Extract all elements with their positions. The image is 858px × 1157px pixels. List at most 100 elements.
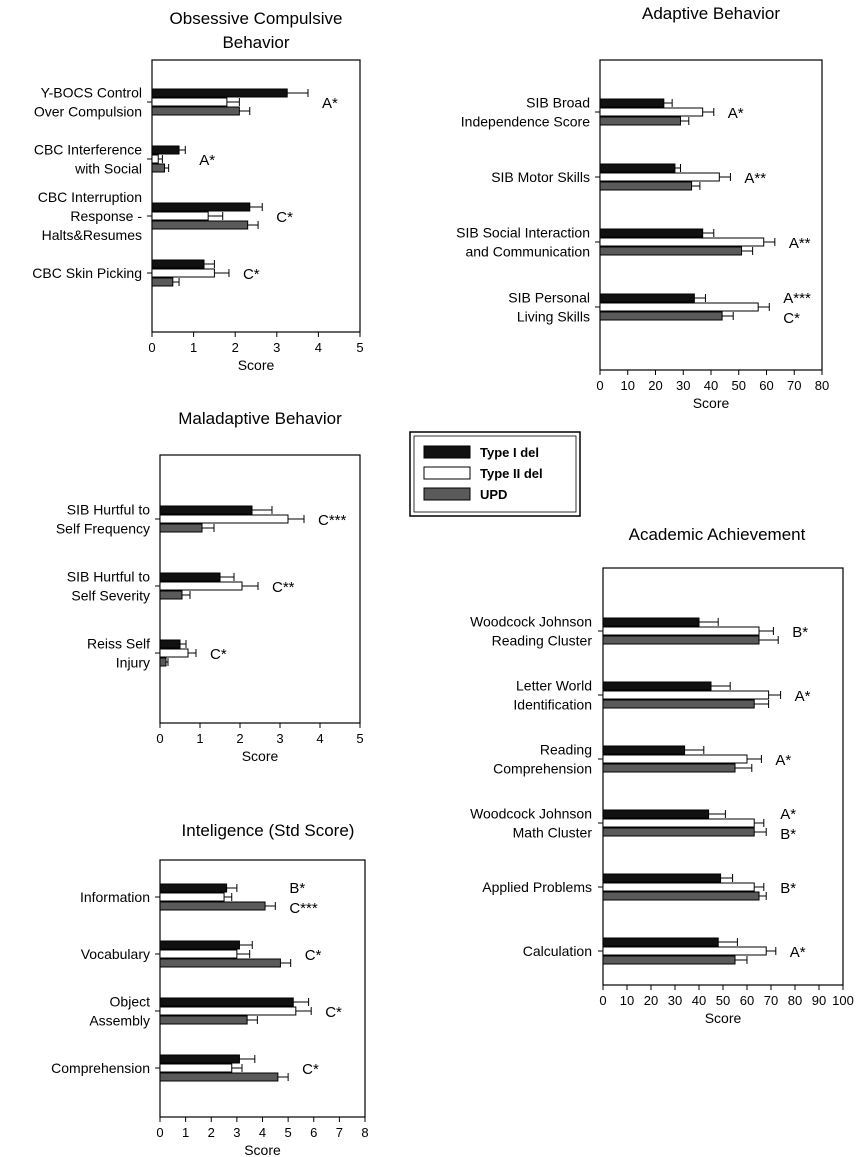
- category-label: SIB Broad: [526, 95, 590, 111]
- legend-label-type-ii: Type II del: [480, 466, 543, 481]
- x-tick-label: 10: [621, 378, 635, 393]
- category-label: SIB Social Interaction: [456, 225, 590, 241]
- bar-type-ii: [151, 97, 228, 107]
- category-label: Reiss Self: [87, 636, 150, 652]
- bar-type-ii: [599, 172, 720, 182]
- bar-upd: [159, 958, 281, 968]
- x-axis-label: Score: [242, 748, 279, 764]
- category-label: and Communication: [465, 244, 590, 260]
- x-tick-label: 20: [644, 993, 658, 1008]
- x-axis-label: Score: [693, 395, 730, 411]
- bar-upd: [602, 763, 736, 773]
- category-label: Y-BOCS Control: [41, 85, 142, 101]
- category-label: Identification: [513, 697, 592, 713]
- bar-type-i: [159, 883, 228, 893]
- category-label: SIB Hurtful to: [67, 569, 150, 585]
- category-label: CBC Interference: [34, 142, 142, 158]
- chart-title: Obsessive Compulsive: [170, 9, 343, 28]
- legend-swatch-type-ii: [423, 466, 471, 480]
- bar-upd: [159, 1072, 279, 1082]
- x-tick-label: 0: [156, 1125, 163, 1140]
- bar-upd: [602, 891, 760, 901]
- x-tick-label: 3: [233, 1125, 240, 1140]
- significance-marker: B*: [792, 624, 808, 641]
- x-tick-label: 90: [812, 993, 826, 1008]
- bar-type-ii: [159, 514, 289, 524]
- bar-type-i: [602, 809, 710, 819]
- significance-marker: A*: [780, 806, 796, 823]
- x-axis-label: Score: [244, 1142, 281, 1157]
- category-label: CBC Interruption: [38, 189, 142, 205]
- x-tick-label: 7: [336, 1125, 343, 1140]
- x-tick-label: 5: [285, 1125, 292, 1140]
- significance-marker: C*: [210, 646, 227, 663]
- x-tick-label: 5: [356, 731, 363, 746]
- category-label: Injury: [116, 655, 150, 671]
- significance-marker: A*: [728, 105, 744, 122]
- significance-marker: A*: [199, 152, 215, 169]
- category-label: Reading Cluster: [492, 633, 593, 649]
- bar-upd: [151, 220, 249, 230]
- x-tick-label: 1: [182, 1125, 189, 1140]
- significance-marker: C*: [302, 1061, 319, 1078]
- bar-type-ii: [159, 1006, 297, 1016]
- x-tick-label: 100: [832, 993, 854, 1008]
- x-tick-label: 50: [732, 378, 746, 393]
- category-label: Woodcock Johnson: [470, 614, 592, 630]
- x-tick-label: 70: [787, 378, 801, 393]
- bar-upd: [151, 163, 165, 173]
- x-tick-label: 6: [310, 1125, 317, 1140]
- category-label: Vocabulary: [81, 946, 150, 962]
- category-label: SIB Hurtful to: [67, 502, 150, 518]
- bar-type-i: [602, 873, 722, 883]
- category-label: SIB Motor Skills: [491, 169, 590, 185]
- bar-upd: [159, 901, 266, 911]
- bar-type-i: [159, 940, 240, 950]
- bar-type-ii: [159, 1063, 233, 1073]
- significance-marker: C*: [243, 266, 260, 283]
- x-tick-label: 4: [259, 1125, 266, 1140]
- bar-type-i: [151, 202, 251, 212]
- x-tick-label: 4: [316, 731, 323, 746]
- significance-marker: A**: [789, 235, 811, 252]
- x-tick-label: 0: [148, 340, 155, 355]
- bar-upd: [599, 246, 743, 256]
- category-label: Comprehension: [51, 1060, 150, 1076]
- bar-type-ii: [151, 154, 159, 164]
- category-label: Living Skills: [517, 309, 590, 325]
- category-label: SIB Personal: [508, 290, 590, 306]
- bar-type-ii: [602, 690, 770, 700]
- category-label: CBC Skin Picking: [32, 265, 142, 281]
- legend-label-upd: UPD: [480, 487, 507, 502]
- category-label: Applied Problems: [482, 879, 592, 895]
- bar-type-ii: [151, 268, 215, 278]
- category-label: Calculation: [523, 943, 592, 959]
- x-tick-label: 5: [356, 340, 363, 355]
- significance-marker: C*: [276, 209, 293, 226]
- category-label: with Social: [74, 161, 142, 177]
- significance-marker: C*: [783, 310, 800, 327]
- category-label: Woodcock Johnson: [470, 806, 592, 822]
- chart-title: Behavior: [222, 33, 289, 52]
- x-tick-label: 70: [764, 993, 778, 1008]
- significance-marker: C**: [272, 579, 295, 596]
- category-label: Information: [80, 889, 150, 905]
- significance-marker: A*: [795, 688, 811, 705]
- category-label: Comprehension: [493, 761, 592, 777]
- chart-title: Maladaptive Behavior: [178, 409, 342, 428]
- bar-type-i: [151, 259, 205, 269]
- x-tick-label: 60: [740, 993, 754, 1008]
- bar-type-i: [151, 88, 288, 98]
- x-tick-label: 30: [676, 378, 690, 393]
- legend-inner-frame: [413, 435, 577, 513]
- x-tick-label: 1: [196, 731, 203, 746]
- bar-type-ii: [602, 818, 755, 828]
- chart-obsessive-compulsive-behavior: Obsessive Compulsive Behavior 0 1 2 3 4 5 Score Y…: [32, 9, 363, 373]
- category-label: Response -: [70, 208, 142, 224]
- significance-marker: B*: [289, 880, 305, 897]
- x-axis-label: Score: [238, 357, 275, 373]
- bar-type-ii: [159, 581, 243, 591]
- significance-marker: A***: [783, 290, 811, 307]
- x-tick-label: 40: [704, 378, 718, 393]
